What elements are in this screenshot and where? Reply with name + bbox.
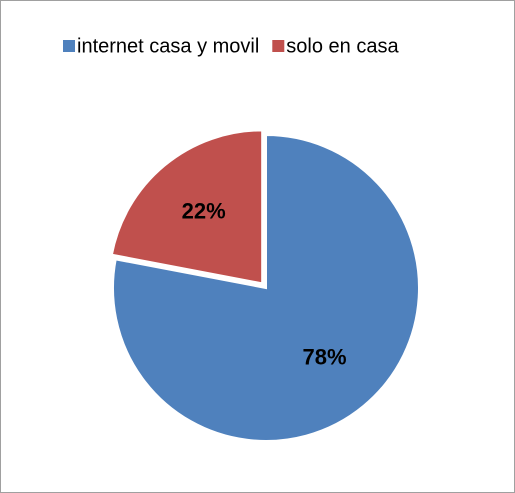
legend-swatch bbox=[63, 40, 75, 52]
data-label: 78% bbox=[302, 345, 346, 370]
legend-swatch bbox=[272, 40, 285, 52]
data-label: 22% bbox=[182, 198, 226, 223]
pie-slice bbox=[110, 129, 264, 285]
legend-label: solo en casa bbox=[286, 35, 399, 57]
legend-label: internet casa y movil bbox=[77, 35, 259, 57]
pie-slice bbox=[112, 133, 420, 442]
